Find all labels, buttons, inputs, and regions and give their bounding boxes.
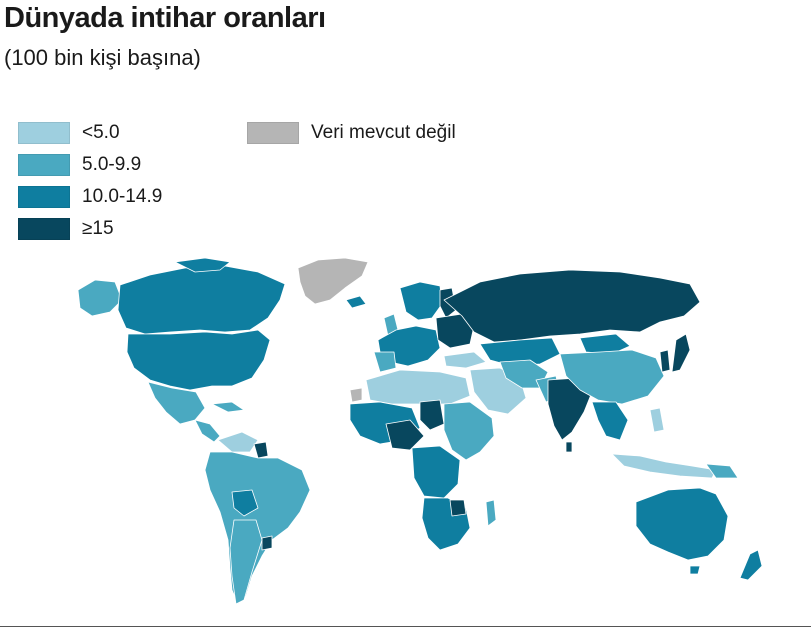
legend-item-10-15: 10.0-14.9	[18, 186, 162, 208]
region-korea	[659, 349, 671, 373]
legend-label-ge15: ≥15	[82, 218, 114, 239]
region-alaska	[77, 279, 123, 317]
map-title: Dünyada intihar oranları	[4, 2, 326, 34]
region-se-asia	[591, 401, 629, 441]
legend-label-10-15: 10.0-14.9	[82, 186, 163, 207]
region-arctic-islands	[174, 257, 231, 273]
region-australia	[635, 487, 729, 561]
region-china	[559, 349, 665, 405]
region-central-africa	[411, 445, 461, 499]
region-west-africa-high	[385, 419, 425, 451]
region-central-america	[194, 419, 221, 443]
legend-item-lt5: <5.0	[18, 122, 120, 144]
region-greenland	[297, 257, 369, 305]
region-russia	[443, 269, 701, 343]
region-western-sahara	[349, 387, 363, 403]
region-uruguay	[261, 535, 273, 551]
legend-item-ge15: ≥15	[18, 218, 114, 240]
region-madagascar	[485, 499, 497, 527]
region-kazakhstan	[479, 337, 561, 367]
region-bolivia	[231, 489, 259, 517]
region-venezuela	[217, 431, 259, 453]
bottom-rule	[0, 626, 811, 627]
region-turkey	[443, 351, 487, 369]
legend-swatch-nodata	[247, 122, 299, 144]
legend-item-5-10: 5.0-9.9	[18, 154, 141, 176]
region-caribbean	[211, 401, 245, 413]
legend-swatch-10-15	[18, 186, 70, 208]
region-mongolia	[579, 333, 631, 355]
region-zimbabwe	[449, 499, 467, 517]
region-north-africa	[365, 369, 471, 405]
legend-swatch-5-10	[18, 154, 70, 176]
region-chad	[419, 399, 445, 431]
region-east-africa	[443, 401, 495, 461]
region-tasmania	[689, 565, 701, 575]
legend-label-nodata: Veri mevcut değil	[311, 122, 456, 143]
region-canada	[117, 265, 286, 335]
legend-swatch-lt5	[18, 122, 70, 144]
region-philippines	[649, 407, 665, 433]
legend-label-lt5: <5.0	[82, 122, 120, 143]
region-new-zealand	[739, 549, 763, 581]
region-indonesia	[611, 453, 717, 479]
legend-label-5-10: 5.0-9.9	[82, 154, 142, 175]
world-map	[77, 257, 763, 605]
legend-swatch-ge15	[18, 218, 70, 240]
region-scandinavia	[399, 281, 443, 321]
region-japan	[671, 333, 691, 373]
region-guyana	[253, 441, 269, 459]
legend-item-nodata: Veri mevcut değil	[247, 122, 456, 144]
region-iberia	[373, 351, 397, 373]
map-subtitle: (100 bin kişi başına)	[4, 45, 201, 70]
region-argentina	[229, 519, 263, 605]
region-iceland	[345, 295, 367, 309]
region-usa	[126, 329, 271, 391]
region-sri-lanka	[565, 441, 573, 453]
region-papua	[705, 463, 739, 479]
